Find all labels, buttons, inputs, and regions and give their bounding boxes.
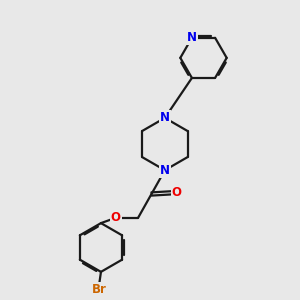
Text: N: N [187,31,197,44]
Text: O: O [172,186,182,199]
Text: N: N [160,164,170,177]
Text: N: N [160,111,170,124]
Text: Br: Br [92,283,107,296]
Text: O: O [111,211,121,224]
